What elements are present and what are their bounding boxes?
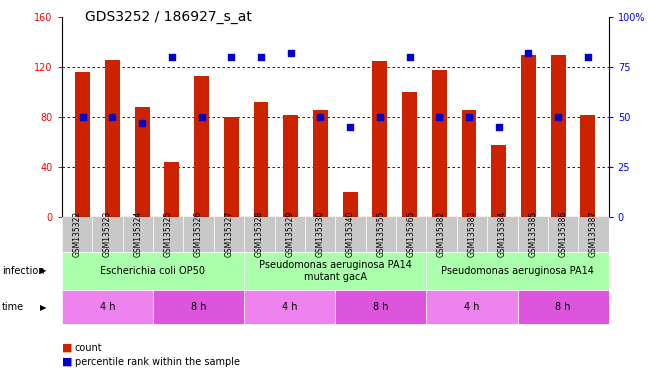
Text: GSM135384: GSM135384 <box>498 211 507 257</box>
Point <box>404 54 415 60</box>
Point <box>434 114 445 120</box>
Text: 4 h: 4 h <box>100 302 115 312</box>
Point <box>286 50 296 56</box>
Bar <box>402 92 417 217</box>
Text: 8 h: 8 h <box>555 302 571 312</box>
Text: GSM135325: GSM135325 <box>163 211 173 257</box>
Point <box>553 114 563 120</box>
Text: GSM135329: GSM135329 <box>285 211 294 257</box>
Text: 4 h: 4 h <box>464 302 480 312</box>
Bar <box>135 107 150 217</box>
Bar <box>105 60 120 217</box>
Text: count: count <box>75 343 102 353</box>
Text: ▶: ▶ <box>40 266 47 275</box>
Point <box>167 54 177 60</box>
Bar <box>462 110 477 217</box>
Text: GSM135322: GSM135322 <box>72 211 81 257</box>
Point <box>315 114 326 120</box>
Bar <box>581 115 595 217</box>
Text: Escherichia coli OP50: Escherichia coli OP50 <box>100 266 206 276</box>
Bar <box>551 55 566 217</box>
Text: 8 h: 8 h <box>191 302 206 312</box>
Point <box>137 120 147 126</box>
Point <box>493 124 504 130</box>
Point <box>256 54 266 60</box>
Text: GSM135385: GSM135385 <box>528 211 537 257</box>
Bar <box>76 72 90 217</box>
Text: Pseudomonas aeruginosa PA14
mutant gacA: Pseudomonas aeruginosa PA14 mutant gacA <box>259 260 411 281</box>
Point <box>374 114 385 120</box>
Text: GSM135386: GSM135386 <box>559 211 568 257</box>
Bar <box>224 117 239 217</box>
Text: GSM135323: GSM135323 <box>103 211 112 257</box>
Point <box>107 114 118 120</box>
Bar <box>194 76 209 217</box>
Bar <box>492 145 506 217</box>
Point <box>197 114 207 120</box>
Text: ■: ■ <box>62 357 72 367</box>
Text: Pseudomonas aeruginosa PA14: Pseudomonas aeruginosa PA14 <box>441 266 594 276</box>
Bar <box>372 61 387 217</box>
Text: GSM135340: GSM135340 <box>346 211 355 257</box>
Text: GSM135328: GSM135328 <box>255 211 264 257</box>
Text: GSM135387: GSM135387 <box>589 211 598 257</box>
Text: GSM135327: GSM135327 <box>225 211 234 257</box>
Point <box>77 114 88 120</box>
Bar <box>283 115 298 217</box>
Text: 4 h: 4 h <box>282 302 298 312</box>
Text: ■: ■ <box>62 343 72 353</box>
Point <box>464 114 474 120</box>
Point <box>345 124 355 130</box>
Text: GSM135326: GSM135326 <box>194 211 203 257</box>
Text: GSM135383: GSM135383 <box>467 211 477 257</box>
Bar <box>164 162 179 217</box>
Point <box>226 54 236 60</box>
Point <box>523 50 534 56</box>
Text: GSM135324: GSM135324 <box>133 211 143 257</box>
Point <box>583 54 593 60</box>
Bar <box>342 192 357 217</box>
Bar <box>521 55 536 217</box>
Text: ▶: ▶ <box>40 303 47 312</box>
Bar <box>313 110 328 217</box>
Text: GSM135355: GSM135355 <box>376 211 385 257</box>
Text: GDS3252 / 186927_s_at: GDS3252 / 186927_s_at <box>85 10 251 23</box>
Text: GSM135382: GSM135382 <box>437 211 446 257</box>
Text: time: time <box>2 302 24 312</box>
Text: 8 h: 8 h <box>373 302 389 312</box>
Bar <box>432 70 447 217</box>
Text: GSM135365: GSM135365 <box>407 211 416 257</box>
Text: percentile rank within the sample: percentile rank within the sample <box>75 357 240 367</box>
Text: GSM135330: GSM135330 <box>316 211 325 257</box>
Text: infection: infection <box>2 266 44 276</box>
Bar <box>253 102 268 217</box>
